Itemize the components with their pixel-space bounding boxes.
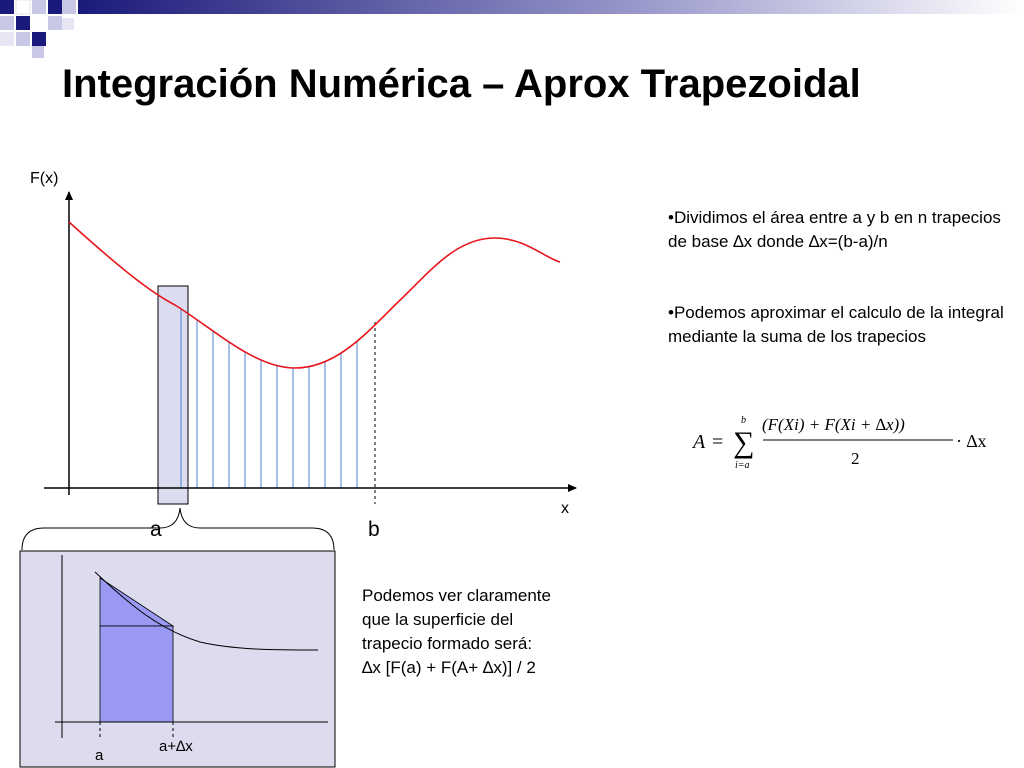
function-curve bbox=[68, 221, 561, 369]
page-title: Integración Numérica – Aprox Trapezoidal bbox=[62, 62, 861, 106]
deco-square bbox=[62, 18, 74, 30]
formula-denominator: 2 bbox=[851, 449, 860, 468]
sigma-icon: ∑ bbox=[733, 426, 754, 459]
inset-a-label: a bbox=[95, 747, 104, 764]
inset-explanation: Podemos ver claramente que la superficie… bbox=[362, 584, 602, 680]
trapezoid-sum-formula: A = ∑ b i=a (F(Xi) + F(Xi + ∆x)) 2 · ∆x bbox=[691, 415, 987, 471]
bullet-divide-area: •Dividimos el área entre a y b en n trap… bbox=[668, 208, 1001, 251]
deco-square bbox=[15, 0, 31, 15]
deco-square bbox=[0, 0, 14, 14]
formula-factor: · ∆x bbox=[956, 431, 987, 451]
decorative-header-squares bbox=[0, 0, 1024, 58]
trapezoid-strip-lines bbox=[180, 308, 358, 488]
trapezoid-body bbox=[99, 625, 174, 723]
deco-square bbox=[32, 46, 44, 58]
inset-text-line: que la superficie del bbox=[362, 610, 514, 629]
inset-text-line: Podemos ver claramente bbox=[362, 586, 551, 605]
deco-square bbox=[62, 0, 76, 14]
formula-lhs: A bbox=[691, 431, 706, 453]
formula-sum-bottom: i=a bbox=[735, 460, 750, 471]
x-axis-label: x bbox=[561, 500, 569, 517]
zoom-inset-panel bbox=[19, 550, 336, 768]
deco-square bbox=[16, 16, 30, 30]
deco-square bbox=[16, 32, 30, 46]
deco-square bbox=[0, 16, 14, 30]
highlighted-first-strip bbox=[157, 285, 189, 505]
a-label: a bbox=[150, 518, 162, 541]
deco-square bbox=[0, 32, 14, 46]
inset-a-dx-label: a+∆x bbox=[159, 738, 193, 755]
deco-square bbox=[48, 16, 62, 30]
deco-square bbox=[48, 0, 62, 14]
deco-square bbox=[32, 16, 46, 30]
formula-numerator: (F(Xi) + F(Xi + ∆x)) bbox=[762, 415, 905, 434]
y-axis-label: F(x) bbox=[30, 170, 58, 187]
formula-sum-top: b bbox=[741, 415, 746, 426]
inset-text-line: trapecio formado será: bbox=[362, 634, 533, 653]
bullet-approximate-integral: •Podemos aproximar el calculo de la inte… bbox=[668, 303, 1004, 346]
b-label: b bbox=[368, 518, 380, 541]
deco-square bbox=[32, 0, 46, 14]
deco-square bbox=[32, 32, 46, 46]
formula-equals: = bbox=[712, 431, 723, 453]
header-gradient-bar bbox=[78, 0, 1024, 14]
inset-text-line: ∆x [F(a) + F(A+ ∆x)] / 2 bbox=[362, 658, 536, 677]
inset-curve bbox=[94, 571, 319, 651]
zoom-brace bbox=[21, 507, 335, 551]
